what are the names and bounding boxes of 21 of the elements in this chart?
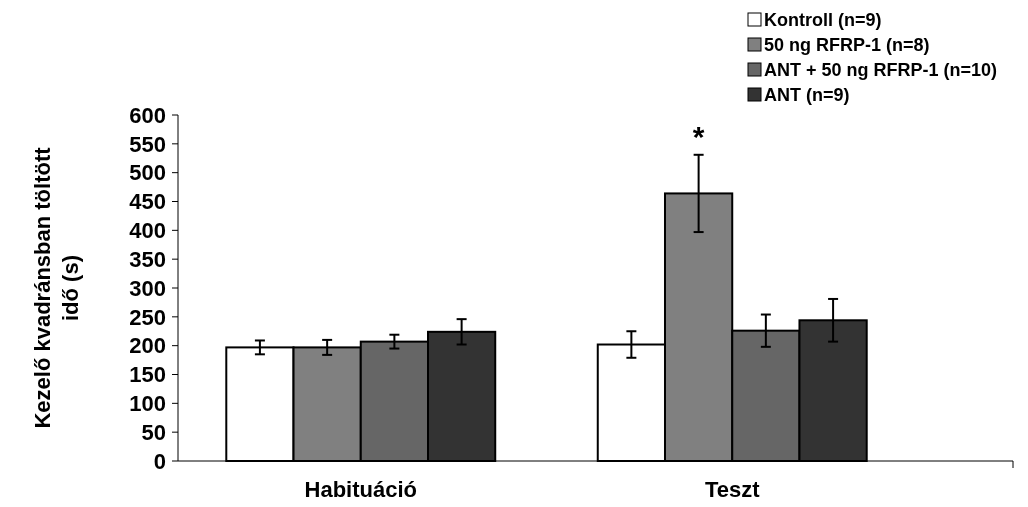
legend-label: ANT + 50 ng RFRP-1 (n=10) (764, 60, 998, 81)
y-tick-label: 150 (129, 362, 166, 388)
y-tick-label: 450 (129, 189, 166, 215)
y-axis-title: Kezelő kvadránsban töltött idő (s) (30, 146, 83, 429)
legend-label: ANT (n=9) (764, 85, 850, 106)
y-tick-label: 250 (129, 304, 166, 330)
y-tick-label: 500 (129, 160, 166, 186)
y-tick-label: 350 (129, 246, 166, 272)
y-tick-label: 100 (129, 391, 166, 417)
y-tick-label: 600 (129, 102, 166, 128)
x-tick-label: Habituáció (304, 477, 417, 502)
y-tick-label: 0 (153, 448, 166, 474)
annotation: * (692, 119, 705, 153)
y-tick-label: 550 (129, 131, 166, 157)
x-tick-label: Teszt (704, 477, 761, 502)
legend-label: 50 ng RFRP-1 (n=8) (764, 35, 930, 56)
y-tick-label: 200 (129, 333, 166, 359)
y-tick-label: 300 (129, 275, 166, 301)
y-tick-label: 400 (129, 218, 166, 244)
legend-label: Kontroll (n=9) (764, 10, 882, 31)
y-tick-label: 50 (141, 419, 166, 445)
